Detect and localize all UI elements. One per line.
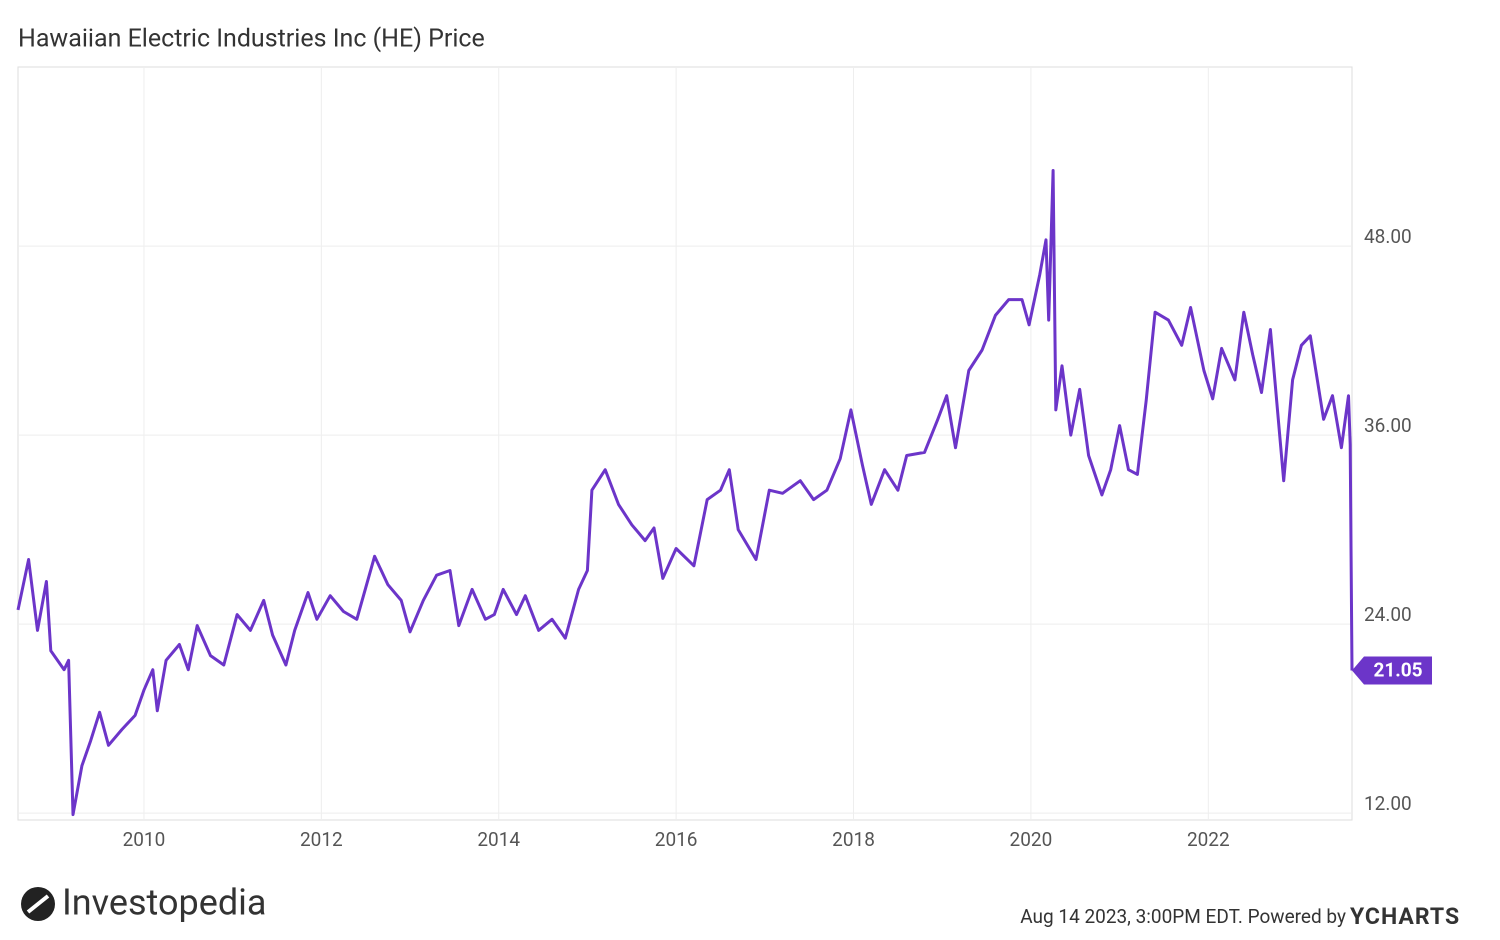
- y-tick-label: 24.00: [1364, 603, 1412, 626]
- x-tick-label: 2010: [123, 828, 166, 851]
- last-value-tag: [1352, 656, 1432, 685]
- x-tick-label: 2020: [1010, 828, 1053, 851]
- source-note: Aug 14 2023, 3:00PM EDT. Powered by: [1020, 905, 1346, 928]
- y-tick-label: 36.00: [1364, 414, 1412, 437]
- chart-title: Hawaiian Electric Industries Inc (HE) Pr…: [18, 25, 485, 54]
- y-tick-label: 48.00: [1364, 225, 1412, 248]
- x-tick-label: 2012: [300, 828, 343, 851]
- x-tick-label: 2018: [832, 828, 875, 851]
- last-value-label: 21.05: [1373, 659, 1422, 682]
- brand-logo: YCHARTS: [1350, 903, 1460, 930]
- logo-text: Investopedia: [62, 882, 266, 924]
- price-line: [16, 169, 1354, 817]
- axes: 12.00 24.00 36.00 48.00 2010 2012 2014 2016 2018…: [18, 67, 1412, 851]
- investopedia-logo: Investopedia: [21, 882, 266, 924]
- logo-mark: [26, 894, 50, 914]
- x-tick-label: 2014: [477, 828, 520, 851]
- x-tick-label: 2022: [1187, 828, 1230, 851]
- y-tick-label: 12.00: [1364, 792, 1412, 815]
- plot-frame: [17, 66, 1353, 821]
- x-tick-label: 2016: [655, 828, 698, 851]
